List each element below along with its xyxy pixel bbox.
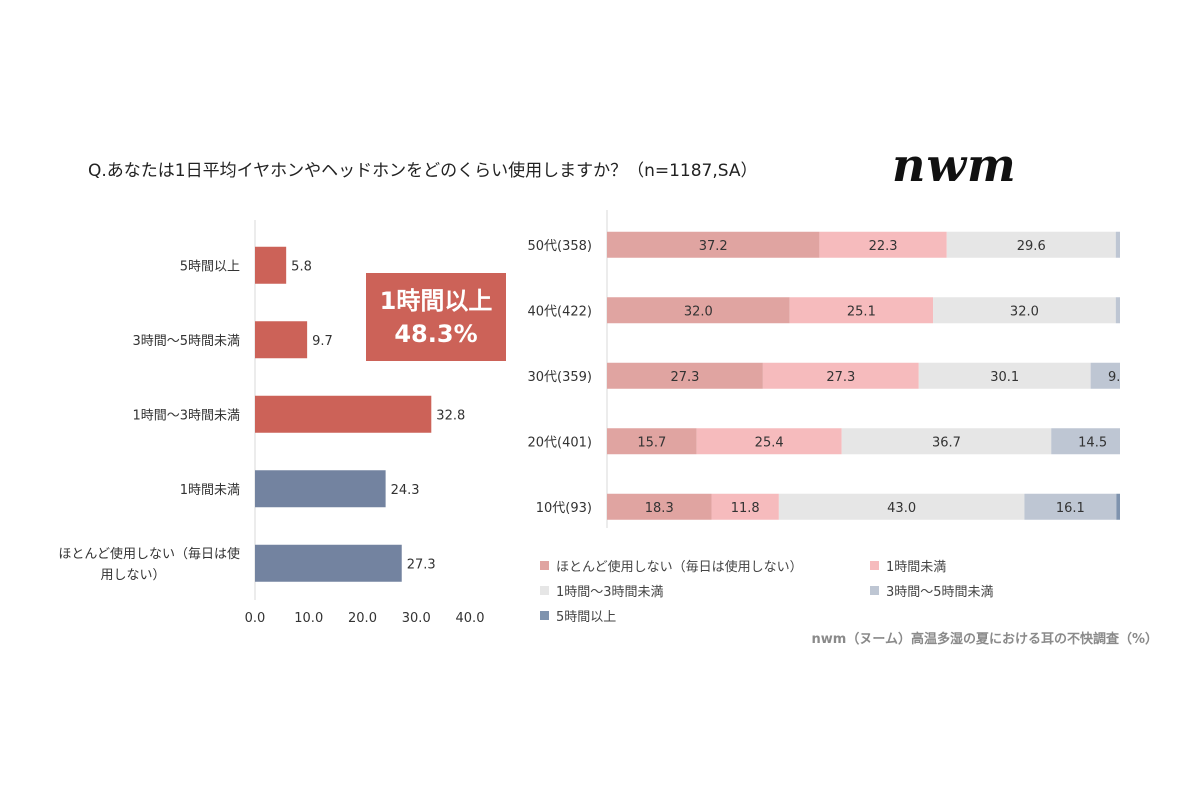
stack-segment [1051,428,1120,455]
callout-background [366,273,506,361]
bar-5 [255,544,402,582]
callout-line-2: 48.3% [394,320,477,348]
legend-item: ほとんど使用しない（毎日は使用しない） [540,556,870,575]
stack-segment [1116,493,1120,520]
legend-item: 3時間～5時間未満 [870,581,1060,600]
stack-segment [607,231,820,258]
stack-segment [918,362,1091,389]
x-tick-label: 40.0 [456,611,485,626]
segment-value-label: 25.4 [755,435,784,450]
stack-segment [819,231,947,258]
stack-segment [1115,297,1120,324]
stack-segment [607,297,790,324]
brand-logo: nwm [892,138,1017,192]
segment-value-label: 14.5 [1078,435,1107,450]
stack-segment [1115,231,1120,258]
age-stacked-bar-chart: 50代(358)37.222.329.66.44.540代(422)32.025… [528,210,1120,528]
bar-3 [255,395,432,433]
segment-value-label: 9.7 [1108,370,1120,385]
legend-item: 1時間～3時間未満 [540,581,870,600]
source-caption: nwm（ヌーム）高温多湿の夏における耳の不快調査（%） [811,632,1158,647]
stack-segment [607,428,697,455]
legend-label: 3時間～5時間未満 [886,585,994,600]
bar-value-label: 5.8 [291,259,312,274]
segment-value-label: 16.1 [1056,501,1085,516]
stack-segment [789,297,934,324]
segment-value-label: 25.1 [847,304,876,319]
legend-swatch [870,586,879,595]
bar-1 [255,246,287,284]
age-category-label: 20代(401) [528,435,593,450]
legend-swatch [540,561,549,570]
segment-value-label: 32.0 [1010,304,1039,319]
stacked-chart-legend: ほとんど使用しない（毎日は使用しない） 1時間未満 1時間～3時間未満 3時間～5時間… [540,556,1060,625]
category-label: 用しない） [100,568,165,583]
category-label: 5時間以上 [180,259,240,274]
stack-segment [1090,362,1120,389]
segment-value-label: 15.7 [637,435,666,450]
legend-swatch [540,586,549,595]
bar-value-label: 27.3 [407,557,436,572]
segment-value-label: 22.3 [869,239,898,254]
x-tick-label: 30.0 [402,611,431,626]
age-category-label: 30代(359) [528,370,593,385]
segment-value-label: 11.8 [731,501,760,516]
stack-segment [1024,493,1117,520]
segment-value-label: 30.1 [990,370,1019,385]
stack-segment [762,362,919,389]
category-label: 1時間未満 [180,483,240,498]
legend-label: 1時間～3時間未満 [556,585,664,600]
callout-line-1: 1時間以上 [380,287,493,315]
x-tick-label: 0.0 [245,611,266,626]
legend-item: 1時間未満 [870,556,1060,575]
x-tick-label: 10.0 [294,611,323,626]
bar-value-label: 24.3 [391,483,420,498]
stack-segment [696,428,842,455]
legend-swatch [540,611,549,620]
age-category-label: 50代(358) [528,239,593,254]
segment-value-label: 37.2 [699,239,728,254]
bar-value-label: 9.7 [312,334,333,349]
age-category-label: 40代(422) [528,304,593,319]
legend-item: 5時間以上 [540,606,870,625]
usage-time-bar-chart: 5.8 5時間以上 9.7 3時間～5時間未満 32.8 1時間～3時間未満 24.3 1時間… [58,220,506,626]
stack-segment [933,297,1116,324]
segment-value-label: 27.3 [670,370,699,385]
stack-segment [946,231,1116,258]
legend-swatch [870,561,879,570]
legend-label: 5時間以上 [556,610,617,625]
segment-value-label: 18.3 [645,501,674,516]
stack-segment [841,428,1052,455]
bar-value-label: 32.8 [436,408,465,423]
stack-segment [711,493,779,520]
category-label: 3時間～5時間未満 [132,334,240,349]
age-category-label: 10代(93) [536,501,592,516]
stack-segment [778,493,1025,520]
x-tick-label: 20.0 [348,611,377,626]
segment-value-label: 43.0 [887,501,916,516]
callout-box: 1時間以上 48.3% [366,273,506,361]
segment-value-label: 36.7 [932,435,961,450]
stack-segment [607,362,763,389]
category-label: ほとんど使用しない（毎日は使 [58,546,240,562]
segment-value-label: 27.3 [826,370,855,385]
category-label: 1時間～3時間未満 [132,408,240,423]
question-title: Q.あなたは1日平均イヤホンやヘッドホンをどのくらい使用しますか？（n=1187… [88,161,758,181]
legend-label: 1時間未満 [886,560,947,575]
stack-segment [607,493,712,520]
segment-value-label: 32.0 [684,304,713,319]
bar-2 [255,321,308,359]
legend-label: ほとんど使用しない（毎日は使用しない） [556,560,803,575]
bar-4 [255,470,386,508]
segment-value-label: 29.6 [1017,239,1046,254]
